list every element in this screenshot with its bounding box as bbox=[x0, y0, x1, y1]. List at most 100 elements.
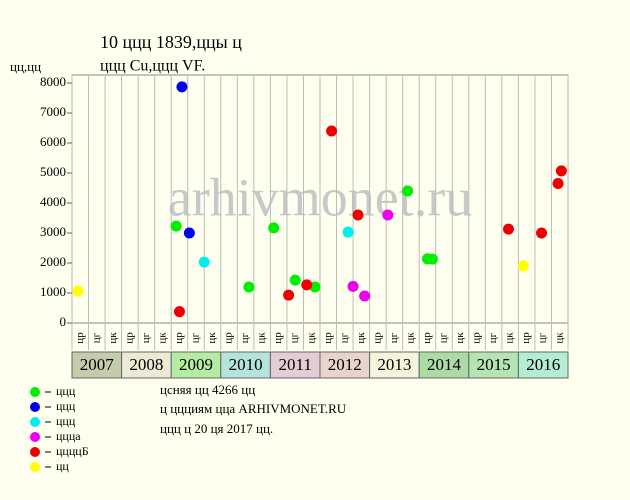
period-label: цг bbox=[190, 332, 202, 343]
legend-label: ццц bbox=[56, 399, 76, 413]
year-band bbox=[369, 351, 420, 379]
data-point bbox=[170, 220, 182, 232]
chart-subtitle: ццц Cu,ццц VF. bbox=[100, 58, 205, 75]
data-point bbox=[183, 227, 195, 239]
data-point bbox=[176, 81, 188, 93]
data-point bbox=[342, 226, 354, 238]
data-point bbox=[198, 256, 210, 268]
y-tick-label: 7000 bbox=[40, 104, 66, 119]
y-tick-label: 2000 bbox=[40, 254, 66, 269]
period-label: цк bbox=[553, 332, 565, 344]
legend-marker bbox=[30, 432, 40, 442]
x-tick-label: 2014 bbox=[427, 355, 462, 374]
period-label: цк bbox=[454, 332, 466, 344]
year-band bbox=[468, 351, 519, 379]
data-point bbox=[382, 209, 394, 221]
data-point bbox=[309, 281, 321, 293]
x-tick-label: 2012 bbox=[328, 355, 362, 374]
x-tick-label: 2008 bbox=[129, 355, 163, 374]
period-label: цг bbox=[338, 332, 350, 343]
x-tick-label: 2009 bbox=[179, 355, 213, 374]
y-tick-label: 3000 bbox=[40, 224, 66, 239]
x-tick-label: 2007 bbox=[80, 355, 115, 374]
x-tick-label: 2013 bbox=[377, 355, 411, 374]
y-tick-label: 1000 bbox=[40, 284, 66, 299]
x-tick-label: 2016 bbox=[526, 355, 560, 374]
period-label: цк bbox=[206, 332, 218, 344]
data-point bbox=[502, 223, 514, 235]
year-band bbox=[269, 351, 321, 379]
y-tick-label: 6000 bbox=[40, 134, 66, 149]
legend-label: ццц bbox=[56, 384, 76, 398]
year-band bbox=[517, 351, 569, 379]
y-tick-label: 5000 bbox=[40, 164, 66, 179]
period-label: цр bbox=[322, 332, 334, 344]
x-tick-label: 2011 bbox=[279, 355, 312, 374]
note: ццц ц 20 ця 2017 цц. bbox=[160, 421, 273, 436]
data-point bbox=[402, 185, 414, 197]
period-label: цр bbox=[371, 332, 383, 344]
data-point bbox=[326, 125, 338, 137]
y-tick-label: 4000 bbox=[40, 194, 66, 209]
legend-label: ццца bbox=[56, 429, 81, 443]
period-label: цр bbox=[520, 332, 532, 344]
data-point bbox=[359, 290, 371, 302]
data-point bbox=[536, 227, 548, 239]
period-label: цк bbox=[256, 332, 268, 344]
data-point bbox=[552, 178, 564, 189]
period-label: цк bbox=[504, 332, 516, 344]
period-label: цг bbox=[239, 332, 251, 343]
period-label: цк bbox=[355, 332, 367, 344]
period-label: цк bbox=[107, 332, 119, 344]
period-label: цр bbox=[223, 332, 235, 344]
year-band bbox=[121, 351, 172, 379]
period-label: цр bbox=[421, 332, 433, 344]
data-point bbox=[517, 260, 529, 272]
period-label: цр bbox=[471, 332, 483, 344]
period-label: цг bbox=[289, 332, 301, 343]
x-tick-label: 2010 bbox=[229, 355, 263, 374]
legend-marker bbox=[30, 447, 40, 457]
period-label: цг bbox=[537, 332, 549, 343]
period-label: цг bbox=[388, 332, 400, 343]
period-label: цг bbox=[90, 332, 102, 343]
period-label: цр bbox=[272, 332, 284, 344]
data-point bbox=[268, 222, 280, 234]
chart-title: 10 ццц 1839,ццы ц bbox=[100, 32, 242, 52]
note: цcняя цц 4266 цц bbox=[160, 382, 255, 397]
data-point bbox=[426, 253, 438, 265]
legend-label: цц bbox=[56, 459, 69, 473]
data-point bbox=[283, 289, 295, 301]
period-label: цр bbox=[123, 332, 135, 344]
data-point bbox=[347, 280, 359, 292]
x-tick-label: 2015 bbox=[477, 355, 511, 374]
year-band bbox=[319, 351, 371, 379]
period-label: цг bbox=[438, 332, 450, 343]
data-point bbox=[352, 209, 364, 221]
data-point bbox=[72, 285, 84, 297]
data-point bbox=[243, 281, 255, 293]
period-label: цк bbox=[156, 332, 168, 344]
data-point bbox=[555, 165, 567, 177]
period-label: цк bbox=[305, 332, 317, 344]
y-tick-label: 0 bbox=[60, 314, 67, 329]
period-label: цг bbox=[487, 332, 499, 343]
legend-marker bbox=[30, 462, 40, 472]
period-label: цр bbox=[173, 332, 185, 344]
legend-marker bbox=[30, 387, 40, 397]
y-axis-label: цц,цц bbox=[10, 59, 41, 74]
legend-label: ццц bbox=[56, 414, 76, 428]
period-label: цк bbox=[404, 332, 416, 344]
year-band bbox=[71, 351, 123, 379]
data-point bbox=[173, 306, 185, 318]
year-band bbox=[220, 351, 271, 379]
data-point bbox=[301, 279, 313, 291]
year-band bbox=[418, 351, 470, 379]
legend-marker bbox=[30, 417, 40, 427]
legend-label: ццццБ bbox=[56, 444, 89, 458]
data-point bbox=[289, 274, 301, 286]
y-tick-label: 8000 bbox=[40, 74, 66, 89]
note: ц ццциям цца ARHIVMONET.RU bbox=[160, 401, 347, 416]
period-label: цг bbox=[140, 332, 152, 343]
